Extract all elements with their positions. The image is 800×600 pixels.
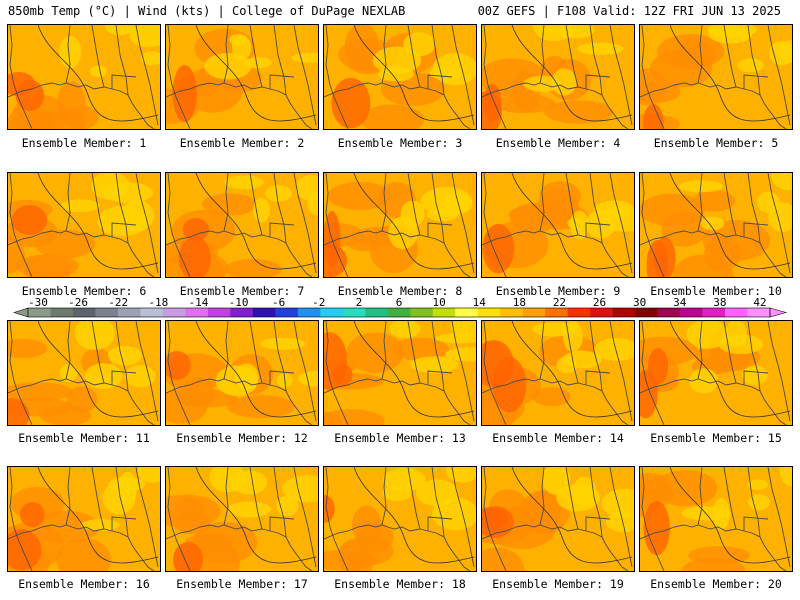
colorbar-segment bbox=[455, 308, 478, 317]
colorbar-tick-label: -22 bbox=[108, 296, 128, 309]
colorbar-tick-label: -2 bbox=[312, 296, 325, 309]
ensemble-map-panel bbox=[323, 24, 477, 130]
ensemble-member-label: Ensemble Member: 13 bbox=[334, 431, 466, 445]
colorbar-segment bbox=[365, 308, 389, 317]
ensemble-member-label: Ensemble Member: 12 bbox=[176, 431, 308, 445]
colorbar-segment bbox=[50, 308, 74, 317]
ensemble-member-label: Ensemble Member: 11 bbox=[18, 431, 150, 445]
ensemble-map-panel bbox=[639, 24, 793, 130]
colorbar-segment bbox=[725, 308, 748, 317]
colorbar-segment bbox=[477, 308, 501, 317]
ensemble-map-panel bbox=[7, 172, 161, 278]
colorbar-tick-label: -18 bbox=[148, 296, 168, 309]
ensemble-map-panel bbox=[481, 172, 635, 278]
colorbar-tick-label: 18 bbox=[513, 296, 526, 309]
colorbar-segment bbox=[522, 308, 546, 317]
colorbar-segment bbox=[185, 308, 209, 317]
ensemble-member-label: Ensemble Member: 4 bbox=[495, 136, 621, 150]
colorbar-segment bbox=[747, 308, 771, 317]
colorbar-tick-label: 30 bbox=[633, 296, 646, 309]
colorbar-tick-label: -30 bbox=[28, 296, 48, 309]
colorbar-segment bbox=[500, 308, 523, 317]
ensemble-member-label: Ensemble Member: 8 bbox=[337, 284, 463, 298]
colorbar-tick-label: 14 bbox=[473, 296, 487, 309]
colorbar-segment bbox=[590, 308, 613, 317]
colorbar-segment bbox=[207, 308, 231, 317]
colorbar-tick-label: 2 bbox=[356, 296, 363, 309]
ensemble-map-panel bbox=[323, 466, 477, 572]
ensemble-member-label: Ensemble Member: 20 bbox=[650, 577, 782, 591]
ensemble-member-label: Ensemble Member: 6 bbox=[21, 284, 147, 298]
colorbar-segment bbox=[230, 308, 254, 317]
colorbar-segment bbox=[297, 308, 321, 317]
colorbar-segment bbox=[387, 308, 411, 317]
ensemble-map-panel bbox=[7, 320, 161, 426]
colorbar-tick-label: 38 bbox=[713, 296, 726, 309]
ensemble-member-label: Ensemble Member: 5 bbox=[653, 136, 779, 150]
ensemble-map-panel bbox=[165, 320, 319, 426]
ensemble-map-panel bbox=[639, 320, 793, 426]
temperature-colorbar: -30 -26 -22 -18 -14 -10 -6 -2 2 6 10 14 18 22 26 30 34 38… bbox=[13, 296, 788, 318]
colorbar-tick-label: -14 bbox=[189, 296, 209, 309]
ensemble-map-panel bbox=[323, 320, 477, 426]
colorbar-segment bbox=[320, 308, 344, 317]
ensemble-member-label: Ensemble Member: 9 bbox=[495, 284, 621, 298]
colorbar-segment bbox=[432, 308, 456, 317]
colorbar-tick-label: 22 bbox=[553, 296, 566, 309]
colorbar-tick-label: 26 bbox=[593, 296, 606, 309]
colorbar-tick-label: 10 bbox=[432, 296, 445, 309]
ensemble-member-label: Ensemble Member: 16 bbox=[18, 577, 150, 591]
ensemble-map-panel bbox=[481, 24, 635, 130]
colorbar-segment bbox=[680, 308, 703, 317]
ensemble-member-label: Ensemble Member: 17 bbox=[176, 577, 308, 591]
ensemble-member-label: Ensemble Member: 1 bbox=[21, 136, 147, 150]
colorbar-segment bbox=[95, 308, 119, 317]
colorbar-segment bbox=[545, 308, 568, 317]
colorbar-segment bbox=[275, 308, 299, 317]
ensemble-member-label: Ensemble Member: 18 bbox=[334, 577, 466, 591]
ensemble-member-label: Ensemble Member: 2 bbox=[179, 136, 305, 150]
colorbar-segment bbox=[72, 308, 96, 317]
colorbar-tick-label: -6 bbox=[272, 296, 285, 309]
ensemble-member-label: Ensemble Member: 15 bbox=[650, 431, 782, 445]
colorbar-segment bbox=[567, 308, 591, 317]
ensemble-member-label: Ensemble Member: 10 bbox=[650, 284, 782, 298]
ensemble-map-panel bbox=[481, 320, 635, 426]
colorbar-segment bbox=[657, 308, 681, 317]
colorbar-segment bbox=[635, 308, 658, 317]
colorbar-segment bbox=[117, 308, 141, 317]
colorbar-segment bbox=[702, 308, 726, 317]
colorbar-tick-label: 34 bbox=[673, 296, 687, 309]
ensemble-map-panel bbox=[165, 24, 319, 130]
colorbar-segment bbox=[162, 308, 186, 317]
colorbar-segment bbox=[410, 308, 434, 317]
ensemble-map-panel bbox=[165, 172, 319, 278]
map-title: 850mb Temp (°C) | Wind (kts) | College o… bbox=[8, 4, 406, 18]
colorbar-segment bbox=[612, 308, 636, 317]
ensemble-map-panel bbox=[639, 466, 793, 572]
ensemble-map-panel bbox=[481, 466, 635, 572]
ensemble-map-panel bbox=[7, 24, 161, 130]
ensemble-map-panel bbox=[639, 172, 793, 278]
valid-time: 00Z GEFS | F108 Valid: 12Z FRI JUN 13 20… bbox=[477, 4, 781, 18]
colorbar-tick-label: 6 bbox=[396, 296, 403, 309]
ensemble-member-label: Ensemble Member: 3 bbox=[337, 136, 463, 150]
ensemble-member-label: Ensemble Member: 19 bbox=[492, 577, 624, 591]
ensemble-member-label: Ensemble Member: 14 bbox=[492, 431, 624, 445]
ensemble-map-panel bbox=[323, 172, 477, 278]
ensemble-map-panel bbox=[165, 466, 319, 572]
colorbar-segment bbox=[28, 308, 51, 317]
colorbar-segment bbox=[342, 308, 366, 317]
ensemble-map-panel bbox=[7, 466, 161, 572]
colorbar-tick-label: -26 bbox=[68, 296, 88, 309]
colorbar-tick-label: 42 bbox=[753, 296, 766, 309]
ensemble-member-label: Ensemble Member: 7 bbox=[179, 284, 305, 298]
colorbar-segment bbox=[140, 308, 164, 317]
colorbar-segment bbox=[252, 308, 276, 317]
colorbar-tick-label: -10 bbox=[229, 296, 249, 309]
